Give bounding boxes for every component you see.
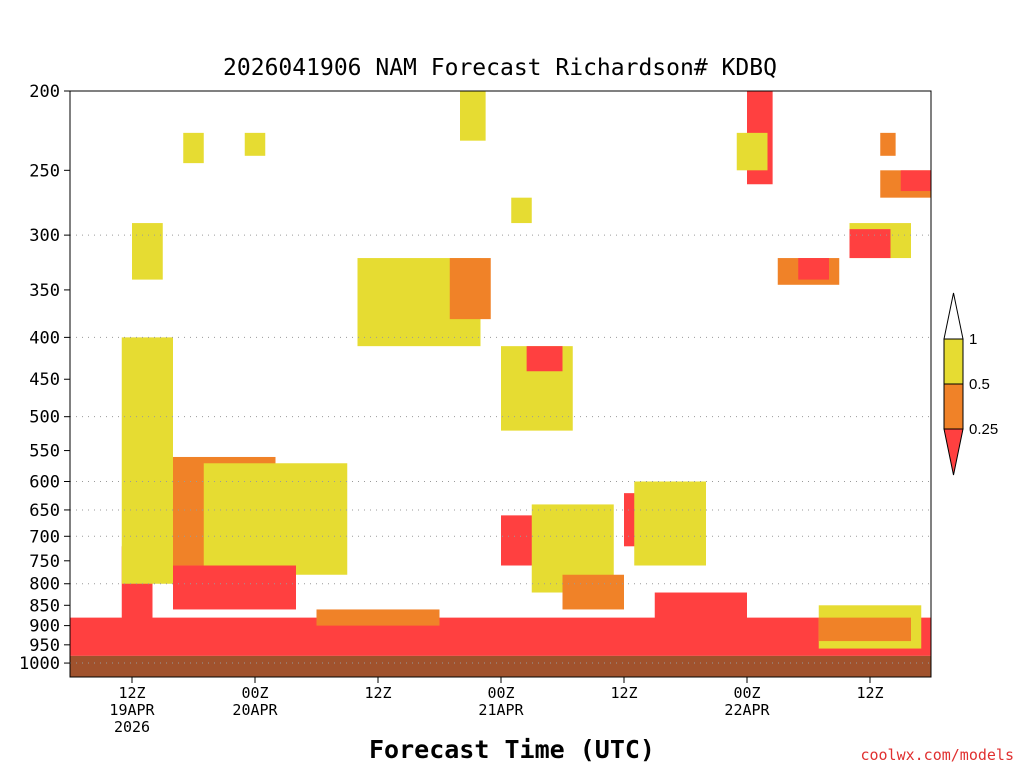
y-tick-label-1000: 1000: [19, 654, 60, 674]
ri-region-15: [654, 592, 747, 626]
legend: 1 0.5 0.25: [943, 292, 998, 476]
ground-layer: [70, 655, 931, 677]
ri-region-24: [736, 132, 768, 171]
x-tick-label-4-2: 21APR: [478, 701, 524, 719]
ri-region-35: [132, 223, 163, 280]
x-tick-label-2-2: 20APR: [232, 701, 278, 719]
x-tick-label-7-1: 12Z: [856, 684, 883, 702]
cell-layer: [70, 91, 931, 656]
y-tick-label-950: 950: [29, 636, 60, 656]
y-tick-label-200: 200: [29, 82, 60, 102]
y-tick-label-300: 300: [29, 226, 60, 246]
x-tick-label-6-1: 00Z: [733, 684, 760, 702]
y-tick-label-500: 500: [29, 408, 60, 428]
ri-region-14: [634, 481, 706, 566]
y-tick-label-700: 700: [29, 527, 60, 547]
ri-region-8: [70, 617, 931, 656]
ri-region-21: [526, 346, 563, 372]
y-tick-label-800: 800: [29, 575, 60, 595]
ri-region-22: [460, 91, 486, 141]
y-tick-label-750: 750: [29, 552, 60, 572]
ri-region-28: [849, 229, 891, 259]
x-tick-label-2-1: 00Z: [241, 684, 268, 702]
y-tick-label-550: 550: [29, 442, 60, 462]
ri-region-19: [449, 258, 491, 320]
y-tick-label-250: 250: [29, 161, 60, 181]
legend-arrow-top: [943, 292, 964, 340]
legend-swatch-0.5-1: [943, 338, 964, 385]
x-tick-label-5-1: 12Z: [610, 684, 637, 702]
ri-region-31: [880, 132, 896, 156]
legend-label-1: 1: [969, 331, 977, 348]
legend-swatch-0.25-0.5: [943, 383, 964, 430]
ri-region-34: [511, 197, 532, 224]
ri-region-12: [562, 574, 624, 610]
legend-label-3: 0.25: [969, 421, 998, 438]
y-tick-label-900: 900: [29, 617, 60, 637]
x-tick-label-6-2: 22APR: [724, 701, 770, 719]
ri-region-32: [183, 132, 204, 164]
legend-label-2: 0.5: [969, 376, 990, 393]
y-tick-label-850: 850: [29, 596, 60, 616]
credit-text: coolwx.com/models: [860, 746, 1014, 764]
y-tick-label-650: 650: [29, 501, 60, 521]
x-tick-label-3-1: 12Z: [364, 684, 391, 702]
ri-region-33: [244, 132, 266, 156]
y-tick-label-600: 600: [29, 472, 60, 492]
ri-region-17: [818, 617, 911, 642]
x-tick-label-4-1: 00Z: [487, 684, 514, 702]
y-tick-label-400: 400: [29, 328, 60, 348]
ri-region-4: [121, 337, 173, 584]
ri-region-9: [316, 609, 440, 626]
x-tick-label-1-3: 2026: [114, 718, 150, 736]
x-axis-label: Forecast Time (UTC): [369, 735, 655, 764]
x-tick-label-1-2: 19APR: [109, 701, 155, 719]
ri-region-30: [900, 170, 931, 192]
x-tick-label-1-1: 12Z: [118, 684, 145, 702]
ri-region-26: [798, 258, 829, 280]
legend-arrow-bottom: [943, 428, 964, 476]
chart-title: 2026041906 NAM Forecast Richardson# KDBQ: [223, 55, 777, 81]
y-axis: 200 250 300 350 400 450 500 550 600 650 700 750 8008…: [19, 82, 70, 674]
ri-region-6: [203, 463, 348, 575]
ground-fill: [70, 655, 931, 677]
y-tick-label-350: 350: [29, 281, 60, 301]
y-tick-label-450: 450: [29, 370, 60, 390]
ri-region-7: [173, 565, 296, 610]
